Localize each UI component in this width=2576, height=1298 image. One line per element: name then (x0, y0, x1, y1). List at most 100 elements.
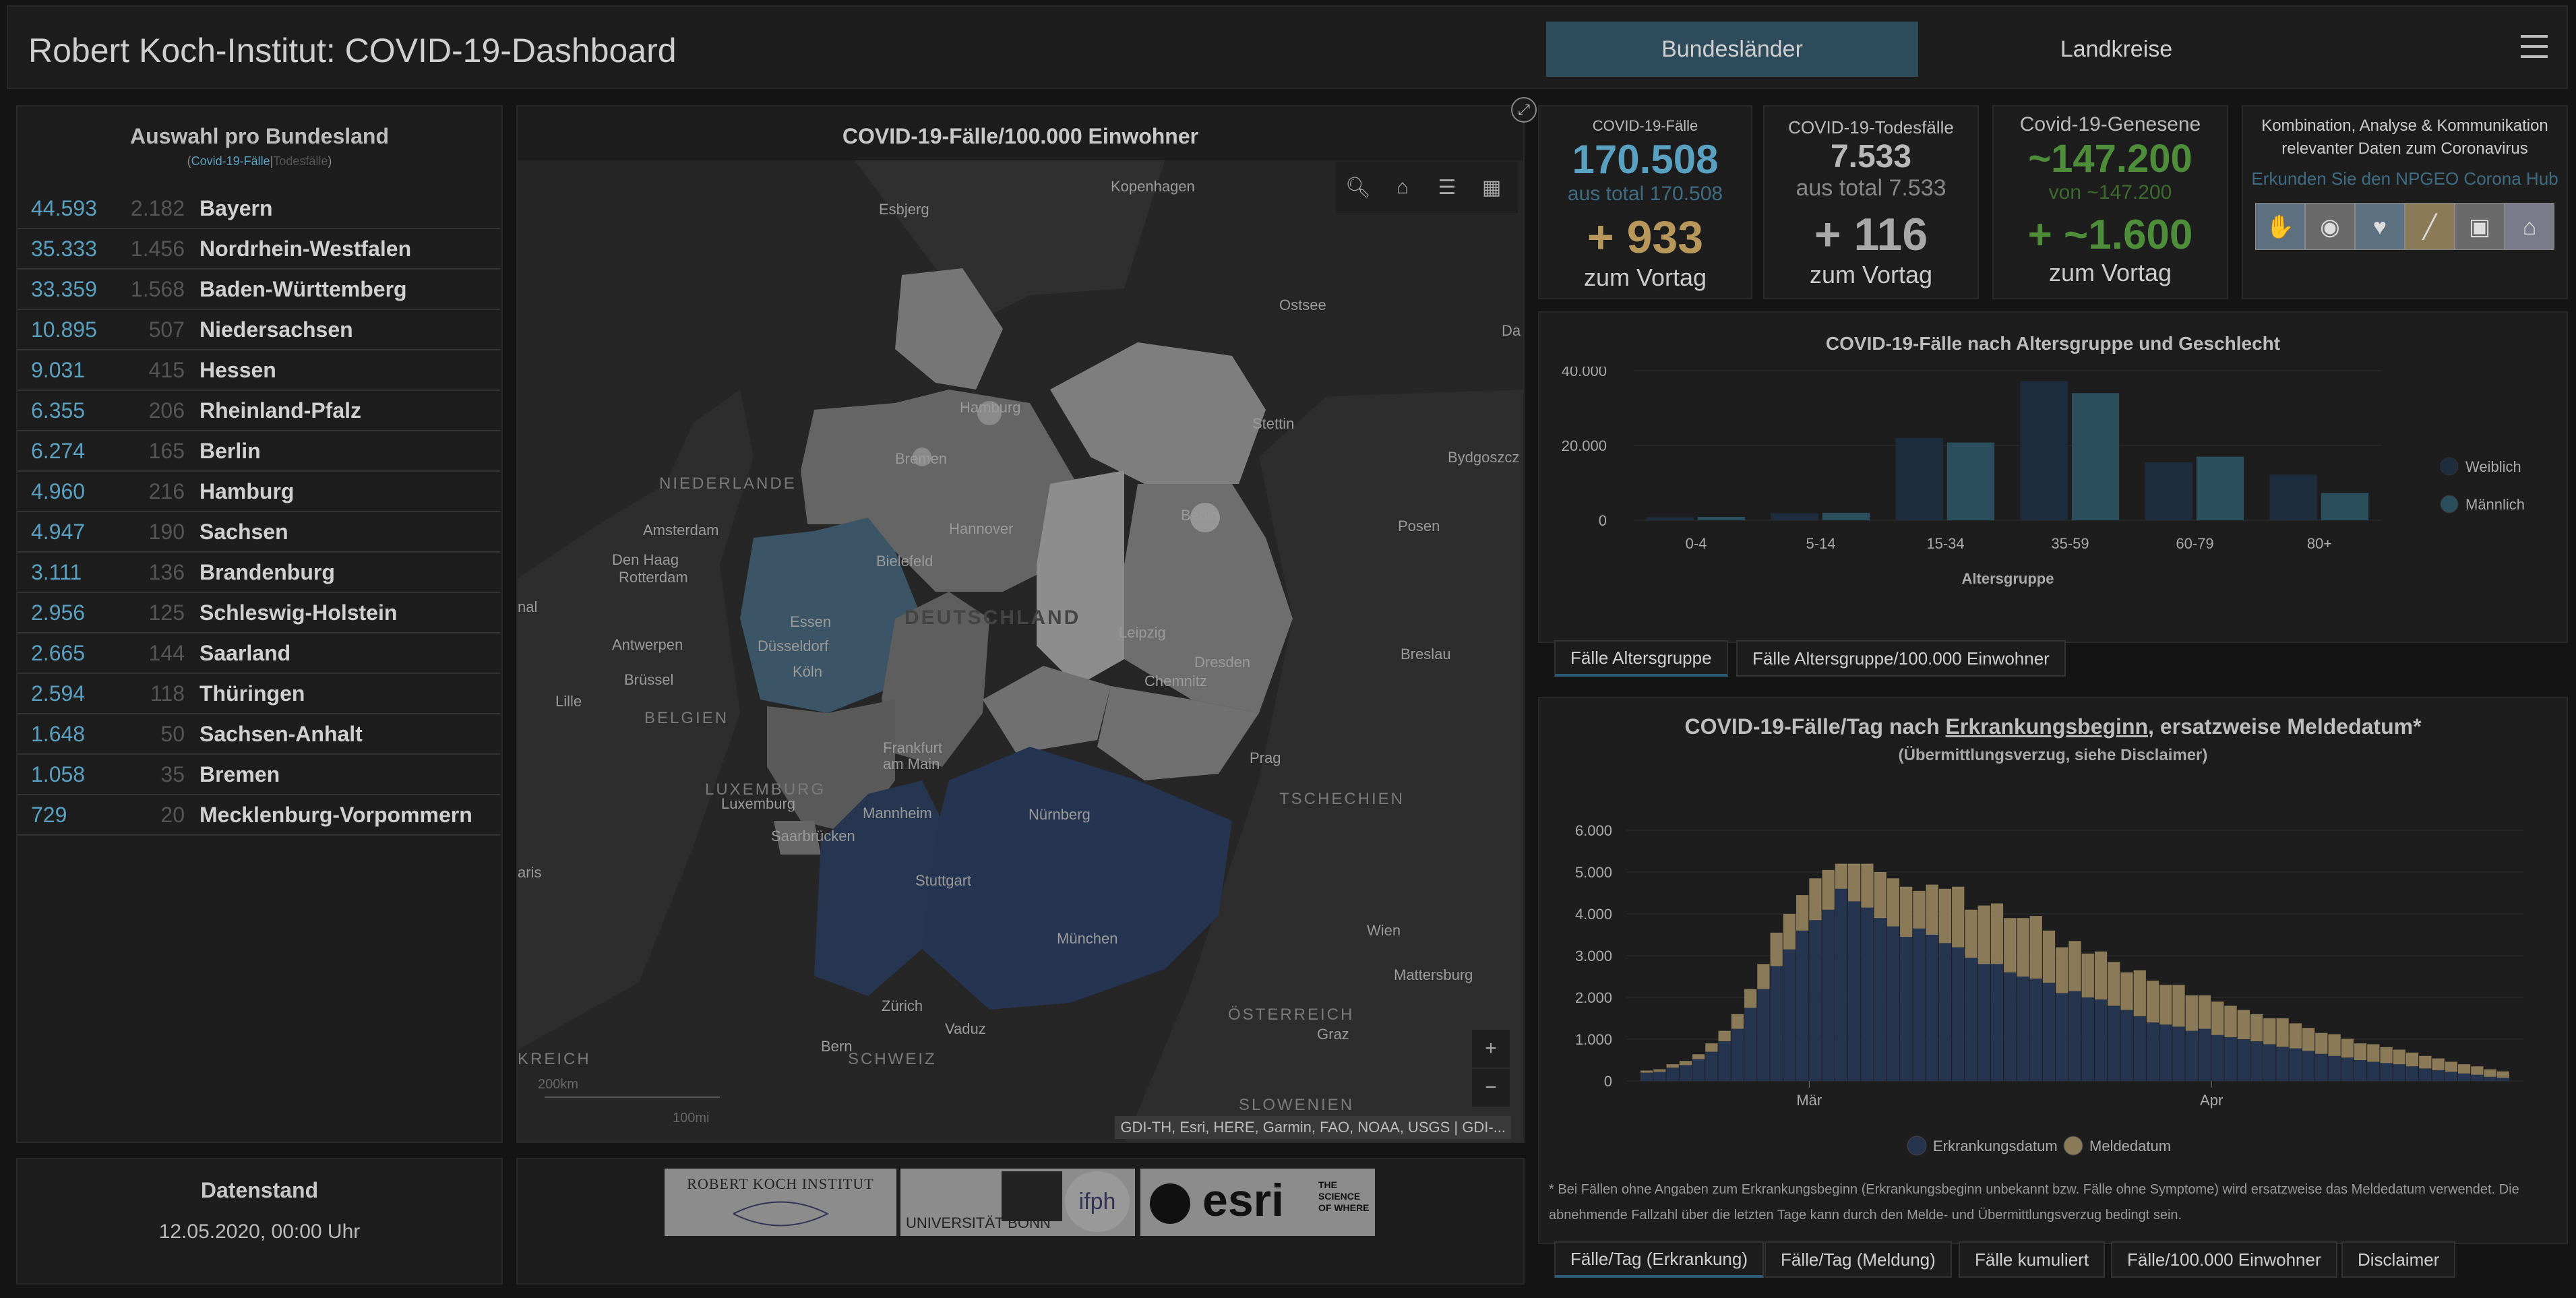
daily-bar-erkrankungsdatum[interactable] (2198, 1028, 2211, 1082)
daily-bar-erkrankungsdatum[interactable] (2432, 1070, 2445, 1081)
daily-bar-meldedatum[interactable] (2042, 930, 2056, 983)
daily-bar-erkrankungsdatum[interactable] (1861, 907, 1874, 1081)
daily-bar-erkrankungsdatum[interactable] (2237, 1039, 2250, 1081)
daily-bar-erkrankungsdatum[interactable] (2471, 1074, 2484, 1081)
age-bar-männlich[interactable] (2071, 393, 2120, 520)
daily-bar-meldedatum[interactable] (2302, 1028, 2315, 1051)
bundesland-row[interactable]: 33.359 1.568 Baden-Württemberg (18, 270, 500, 310)
daily-bar-erkrankungsdatum[interactable] (2185, 1030, 2198, 1081)
daily-bar-erkrankungsdatum[interactable] (2419, 1068, 2432, 1081)
tab-faelle-kumuliert[interactable]: Fälle kumuliert (1959, 1241, 2106, 1278)
daily-bar-meldedatum[interactable] (1822, 869, 1835, 910)
tab-bundeslaender[interactable]: Bundesländer (1546, 22, 1918, 77)
daily-bar-meldedatum[interactable] (1653, 1069, 1666, 1072)
map-panel[interactable]: COVID-19-Fälle/100.000 Einwohner Esbjer (516, 105, 1525, 1143)
daily-bar-meldedatum[interactable] (2354, 1043, 2367, 1060)
daily-bar-erkrankungsdatum[interactable] (2393, 1064, 2405, 1081)
daily-bar-meldedatum[interactable] (2198, 995, 2211, 1029)
daily-bar-erkrankungsdatum[interactable] (1796, 930, 1809, 1081)
daily-bar-meldedatum[interactable] (1731, 1014, 1744, 1029)
daily-bar-meldedatum[interactable] (2068, 941, 2081, 991)
daily-bar-erkrankungsdatum[interactable] (2094, 999, 2108, 1081)
search-icon[interactable]: 🔍︎ (1345, 176, 1372, 199)
daily-bar-erkrankungsdatum[interactable] (1640, 1072, 1653, 1081)
daily-bar-meldedatum[interactable] (2108, 962, 2120, 1006)
daily-bar-erkrankungsdatum[interactable] (1874, 918, 1887, 1081)
daily-bar-meldedatum[interactable] (2432, 1058, 2445, 1070)
daily-bar-erkrankungsdatum[interactable] (1718, 1041, 1731, 1081)
daily-bar-erkrankungsdatum[interactable] (2042, 983, 2056, 1081)
daily-bar-meldedatum[interactable] (1770, 932, 1783, 966)
daily-bar-meldedatum[interactable] (1666, 1064, 1679, 1068)
daily-bar-erkrankungsdatum[interactable] (1952, 947, 1965, 1081)
daily-bar-erkrankungsdatum[interactable] (1770, 966, 1783, 1082)
daily-bar-erkrankungsdatum[interactable] (2056, 993, 2068, 1081)
daily-bar-meldedatum[interactable] (1757, 964, 1770, 989)
daily-bar-erkrankungsdatum[interactable] (1977, 964, 1990, 1081)
daily-bar-meldedatum[interactable] (1809, 878, 1822, 921)
daily-bar-erkrankungsdatum[interactable] (1653, 1072, 1666, 1081)
age-bar-weiblich[interactable] (1771, 513, 1818, 520)
daily-bar-meldedatum[interactable] (2237, 1010, 2250, 1039)
bundesland-row[interactable]: 2.956 125 Schleswig-Holstein (18, 593, 500, 633)
daily-bar-erkrankungsdatum[interactable] (1900, 937, 1913, 1081)
daily-bar-meldedatum[interactable] (1835, 863, 1848, 889)
daily-bar-erkrankungsdatum[interactable] (1809, 920, 1822, 1081)
age-bar-weiblich[interactable] (1895, 437, 1943, 520)
age-legend-label[interactable]: Männlich (2465, 496, 2525, 513)
daily-bar-erkrankungsdatum[interactable] (2081, 997, 2094, 1081)
daily-bar-meldedatum[interactable] (2224, 1006, 2237, 1037)
daily-bar-erkrankungsdatum[interactable] (2405, 1066, 2419, 1081)
daily-legend-label[interactable]: Erkrankungsdatum (1933, 1138, 2058, 1154)
daily-bar-meldedatum[interactable] (2419, 1055, 2432, 1069)
daily-bar-meldedatum[interactable] (1938, 888, 1952, 944)
daily-bar-meldedatum[interactable] (2004, 918, 2017, 972)
daily-bar-meldedatum[interactable] (1965, 909, 1977, 958)
bundesland-row[interactable]: 1.648 50 Sachsen-Anhalt (18, 714, 500, 755)
daily-bar-erkrankungsdatum[interactable] (2211, 1034, 2224, 1081)
bundesland-row[interactable]: 10.895 507 Niedersachsen (18, 310, 500, 350)
daily-bar-meldedatum[interactable] (2445, 1061, 2457, 1072)
daily-bar-meldedatum[interactable] (2056, 947, 2068, 993)
home-icon[interactable]: ⌂ (1396, 176, 1409, 198)
daily-bar-erkrankungsdatum[interactable] (2133, 1016, 2146, 1081)
daily-bar-meldedatum[interactable] (2367, 1044, 2380, 1062)
qr-code-icon[interactable]: ▦ (1481, 176, 1502, 199)
hamburger-menu-icon[interactable] (2521, 35, 2548, 58)
daily-bar-erkrankungsdatum[interactable] (2289, 1048, 2302, 1081)
map-attribution[interactable]: GDI-TH, Esri, HERE, Garmin, FAO, NOAA, U… (1115, 1116, 1511, 1139)
daily-bar-meldedatum[interactable] (2017, 918, 2029, 977)
daily-bar-meldedatum[interactable] (2029, 916, 2042, 979)
daily-bar-erkrankungsdatum[interactable] (2224, 1037, 2237, 1081)
daily-bar-erkrankungsdatum[interactable] (2341, 1057, 2354, 1081)
daily-title-link[interactable]: Erkrankungsbeginn (1945, 714, 2149, 739)
age-legend-swatch[interactable] (2440, 457, 2459, 476)
daily-bar-meldedatum[interactable] (2341, 1039, 2354, 1058)
daily-bar-meldedatum[interactable] (2263, 1018, 2276, 1045)
age-legend-label[interactable]: Weiblich (2465, 458, 2521, 475)
daily-bar-erkrankungsdatum[interactable] (1990, 964, 2004, 1081)
daily-bar-meldedatum[interactable] (2133, 970, 2146, 1016)
daily-bar-meldedatum[interactable] (2211, 1001, 2224, 1035)
daily-bar-erkrankungsdatum[interactable] (1705, 1051, 1718, 1081)
daily-bar-meldedatum[interactable] (2328, 1034, 2341, 1056)
daily-bar-meldedatum[interactable] (1744, 989, 1757, 1008)
daily-bar-erkrankungsdatum[interactable] (2445, 1072, 2457, 1081)
daily-bar-meldedatum[interactable] (2315, 1032, 2328, 1054)
age-bar-weiblich[interactable] (2020, 381, 2068, 520)
daily-bar-erkrankungsdatum[interactable] (2354, 1060, 2367, 1081)
bundesland-row[interactable]: 4.960 216 Hamburg (18, 472, 500, 512)
daily-bar-erkrankungsdatum[interactable] (1666, 1068, 1679, 1081)
age-bar-männlich[interactable] (1946, 442, 1995, 520)
daily-bar-meldedatum[interactable] (1848, 863, 1861, 902)
daily-bar-erkrankungsdatum[interactable] (1783, 949, 1796, 1081)
daily-bar-meldedatum[interactable] (2393, 1049, 2405, 1065)
tab-faelle-tag-erkrankung[interactable]: Fälle/Tag (Erkrankung) (1554, 1241, 1764, 1278)
bundesland-row[interactable]: 3.111 136 Brandenburg (18, 553, 500, 593)
bundesland-row[interactable]: 729 20 Mecklenburg-Vorpommern (18, 795, 500, 836)
daily-bar-meldedatum[interactable] (2276, 1018, 2289, 1047)
age-bar-männlich[interactable] (2196, 456, 2244, 520)
daily-legend-swatch[interactable] (1907, 1136, 1927, 1156)
bundesland-row[interactable]: 6.355 206 Rheinland-Pfalz (18, 391, 500, 431)
daily-bar-erkrankungsdatum[interactable] (2484, 1076, 2496, 1081)
